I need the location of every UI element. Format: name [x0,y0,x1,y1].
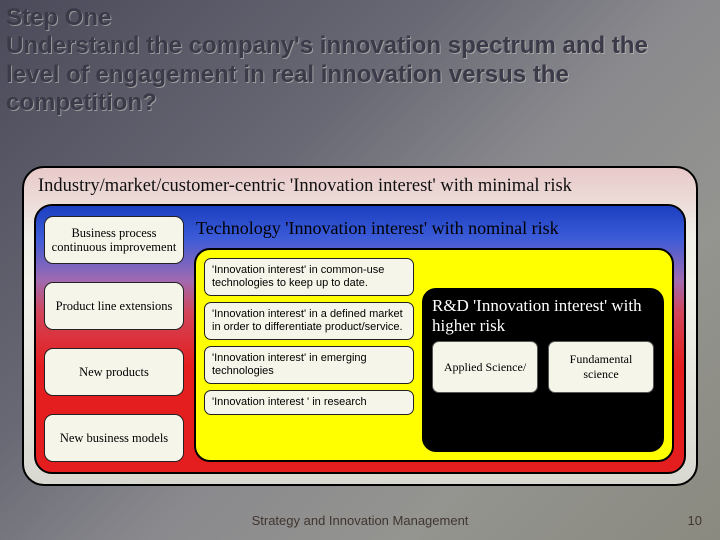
core-item: Fundamental science [548,341,654,393]
core-item: Applied Science/ [432,341,538,393]
layer-mid: Business process continuous improvement … [34,204,686,474]
mid-left-item: Product line extensions [44,282,184,330]
mid-left-item: New business models [44,414,184,462]
page-number: 10 [688,513,702,528]
mid-title: Technology 'Innovation interest' with no… [194,216,672,241]
footer-text: Strategy and Innovation Management [0,513,720,528]
step-label: Step One [6,4,700,32]
core-row: Applied Science/ Fundamental science [432,341,654,393]
mid-left-item: New products [44,348,184,396]
inner-item: 'Innovation interest' in common-use tech… [204,258,414,296]
mid-left-column: Business process continuous improvement … [44,216,184,462]
layer-core: R&D 'Innovation interest' with higher ri… [422,288,664,452]
mid-left-item: Business process continuous improvement [44,216,184,264]
inner-item: 'Innovation interest' in a defined marke… [204,302,414,340]
layer-outer: Industry/market/customer-centric 'Innova… [22,166,698,486]
heading-text: Understand the company's innovation spec… [6,32,648,116]
inner-item: 'Innovation interest' in emerging techno… [204,346,414,384]
inner-left-column: 'Innovation interest' in common-use tech… [204,258,414,452]
outer-title: Industry/market/customer-centric 'Innova… [34,176,686,201]
core-title: R&D 'Innovation interest' with higher ri… [432,296,654,335]
slide-heading: Step One Understand the company's innova… [6,4,700,117]
layer-inner: 'Innovation interest' in common-use tech… [194,248,674,462]
inner-item: 'Innovation interest ' in research [204,390,414,415]
